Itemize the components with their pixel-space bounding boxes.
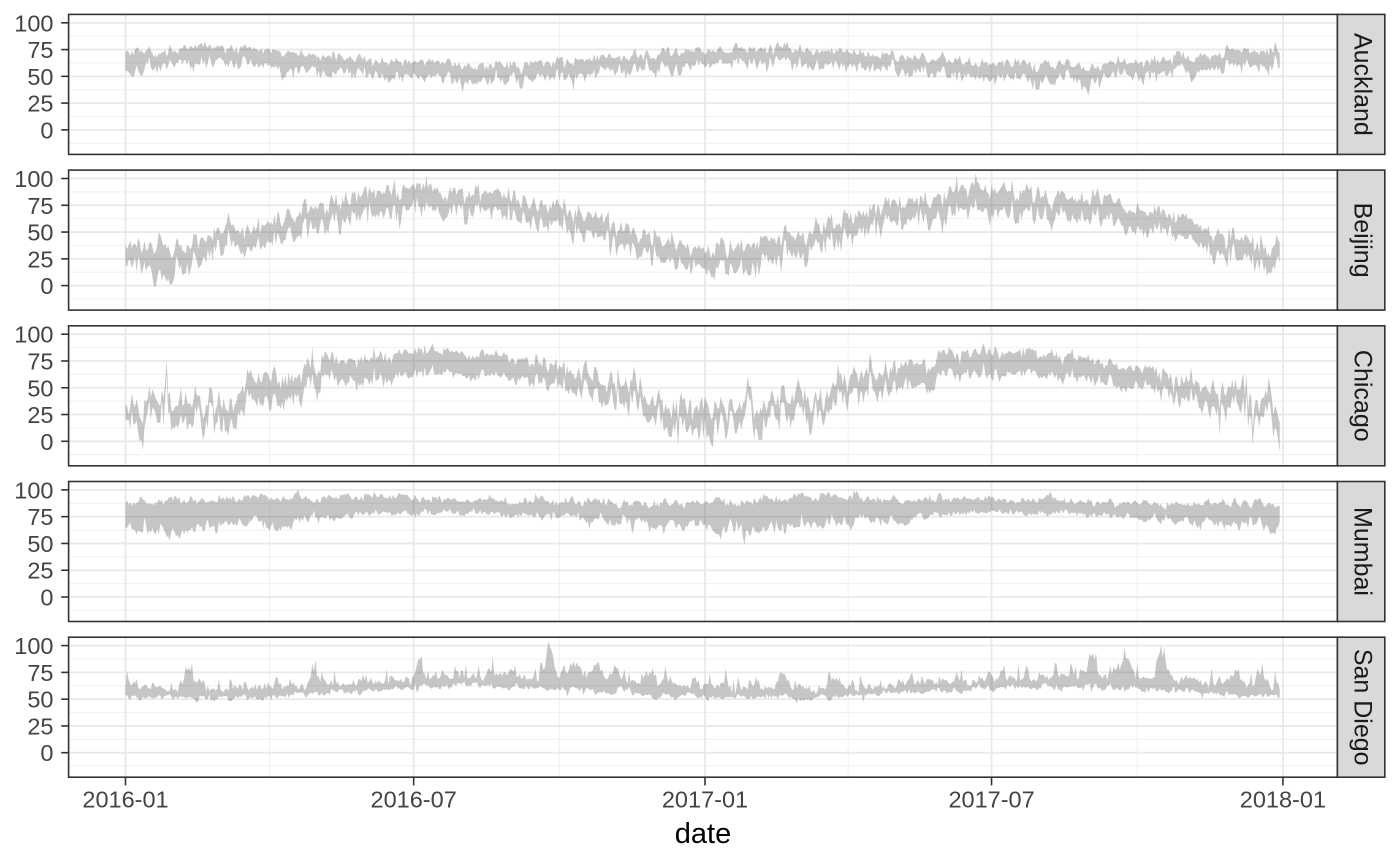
svg-text:100: 100 <box>14 322 53 348</box>
svg-text:50: 50 <box>27 531 53 557</box>
svg-text:50: 50 <box>27 375 53 401</box>
svg-text:25: 25 <box>27 91 53 117</box>
svg-text:75: 75 <box>27 37 53 63</box>
svg-text:2016-01: 2016-01 <box>82 787 168 813</box>
svg-text:25: 25 <box>27 246 53 272</box>
svg-text:25: 25 <box>27 402 53 428</box>
svg-text:0: 0 <box>40 585 53 611</box>
svg-text:0: 0 <box>40 740 53 766</box>
svg-text:0: 0 <box>40 273 53 299</box>
svg-text:25: 25 <box>27 713 53 739</box>
svg-text:75: 75 <box>27 193 53 219</box>
svg-text:75: 75 <box>27 504 53 530</box>
svg-text:50: 50 <box>27 64 53 90</box>
svg-text:2016-07: 2016-07 <box>371 787 457 813</box>
svg-text:100: 100 <box>14 10 53 36</box>
svg-text:75: 75 <box>27 660 53 686</box>
svg-text:25: 25 <box>27 558 53 584</box>
svg-text:100: 100 <box>14 166 53 192</box>
svg-text:Chicago: Chicago <box>1349 350 1377 442</box>
svg-text:2017-07: 2017-07 <box>948 787 1034 813</box>
svg-text:Auckland: Auckland <box>1349 33 1377 136</box>
svg-text:San Diego: San Diego <box>1349 649 1377 766</box>
svg-text:50: 50 <box>27 687 53 713</box>
svg-text:2018-01: 2018-01 <box>1240 787 1326 813</box>
svg-text:Beijing: Beijing <box>1349 203 1377 278</box>
svg-text:75: 75 <box>27 348 53 374</box>
svg-text:2017-01: 2017-01 <box>662 787 748 813</box>
svg-text:date: date <box>675 818 731 850</box>
svg-text:100: 100 <box>14 633 53 659</box>
svg-text:0: 0 <box>40 429 53 455</box>
svg-text:50: 50 <box>27 220 53 246</box>
svg-text:0: 0 <box>40 117 53 143</box>
svg-text:100: 100 <box>14 477 53 503</box>
svg-text:Mumbai: Mumbai <box>1349 507 1377 596</box>
